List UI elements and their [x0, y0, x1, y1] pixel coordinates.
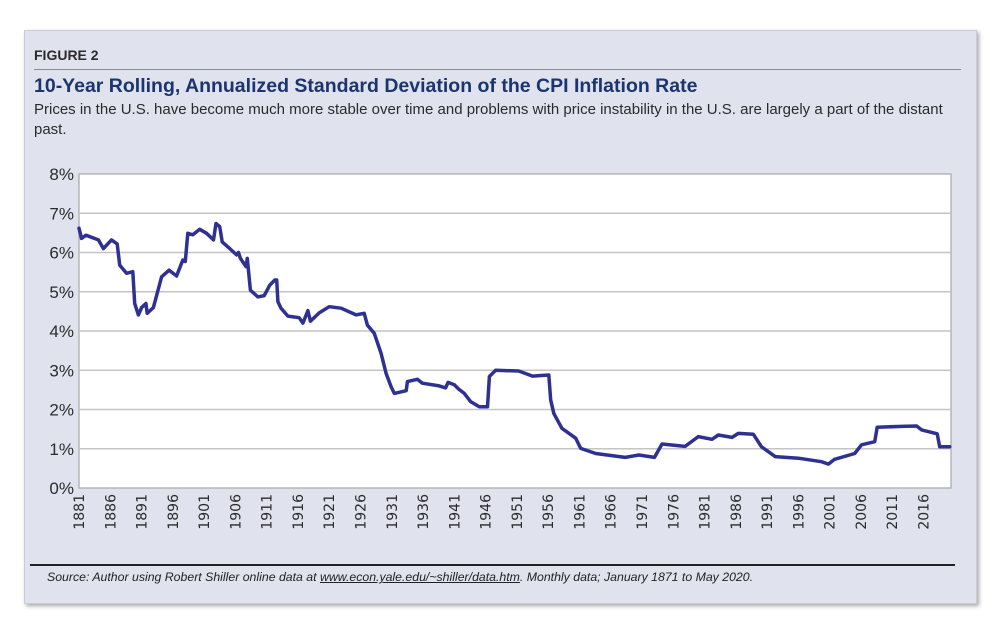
x-tick-label: 1956 [541, 494, 557, 530]
header-divider [34, 69, 961, 70]
chart-title: 10-Year Rolling, Annualized Standard Dev… [34, 75, 698, 97]
x-tick-label: 1936 [416, 494, 432, 530]
y-tick-label: 7% [49, 204, 74, 223]
y-tick-label: 6% [49, 244, 74, 263]
x-tick-label: 1931 [385, 494, 401, 530]
x-tick-label: 1886 [103, 494, 119, 530]
x-tick-label: 1951 [510, 494, 526, 530]
x-tick-label: 1991 [760, 494, 776, 530]
y-tick-label: 4% [49, 322, 74, 341]
x-tick-label: 1996 [791, 494, 807, 530]
x-tick-label: 1941 [447, 494, 463, 530]
x-tick-label: 1976 [666, 494, 682, 530]
x-tick-label: 2016 [916, 494, 932, 530]
source-note: Source: Author using Robert Shiller onli… [47, 570, 753, 584]
x-tick-label: 1916 [291, 494, 307, 530]
x-tick-label: 1981 [698, 494, 714, 530]
y-tick-label: 5% [49, 283, 74, 302]
source-link[interactable]: www.econ.yale.edu/~shiller/data.htm [319, 570, 520, 584]
x-tick-label: 1906 [228, 494, 244, 530]
x-tick-label: 1926 [353, 494, 369, 530]
chart-subtitle: Prices in the U.S. have become much more… [34, 101, 943, 138]
y-tick-label: 1% [49, 440, 74, 459]
cpi-volatility-line [77, 221, 952, 466]
x-tick-label: 2006 [854, 494, 870, 530]
y-tick-label: 8% [49, 165, 74, 184]
figure-label: FIGURE 2 [34, 47, 99, 63]
x-tick-label: 1891 [135, 494, 151, 530]
y-tick-label: 2% [49, 401, 74, 420]
x-tick-label: 1946 [479, 494, 495, 530]
x-tick-label: 2001 [823, 494, 839, 530]
x-tick-label: 1901 [197, 494, 213, 530]
x-tick-label: 1881 [72, 494, 88, 530]
x-tick-label: 1921 [322, 494, 338, 530]
y-tick-label: 3% [49, 361, 74, 380]
x-tick-label: 1971 [635, 494, 651, 530]
x-tick-label: 1961 [572, 494, 588, 530]
source-divider [30, 564, 955, 566]
x-tick-label: 2011 [885, 494, 901, 530]
x-tick-label: 1966 [604, 494, 620, 530]
y-tick-label: 0% [49, 479, 74, 498]
source-prefix: Source: Author using Robert Shiller onli… [47, 570, 320, 584]
source-suffix: . Monthly data; January 1871 to May 2020… [519, 570, 754, 584]
x-tick-label: 1986 [729, 494, 745, 530]
x-tick-label: 1911 [260, 494, 276, 530]
x-tick-label: 1896 [166, 494, 182, 530]
